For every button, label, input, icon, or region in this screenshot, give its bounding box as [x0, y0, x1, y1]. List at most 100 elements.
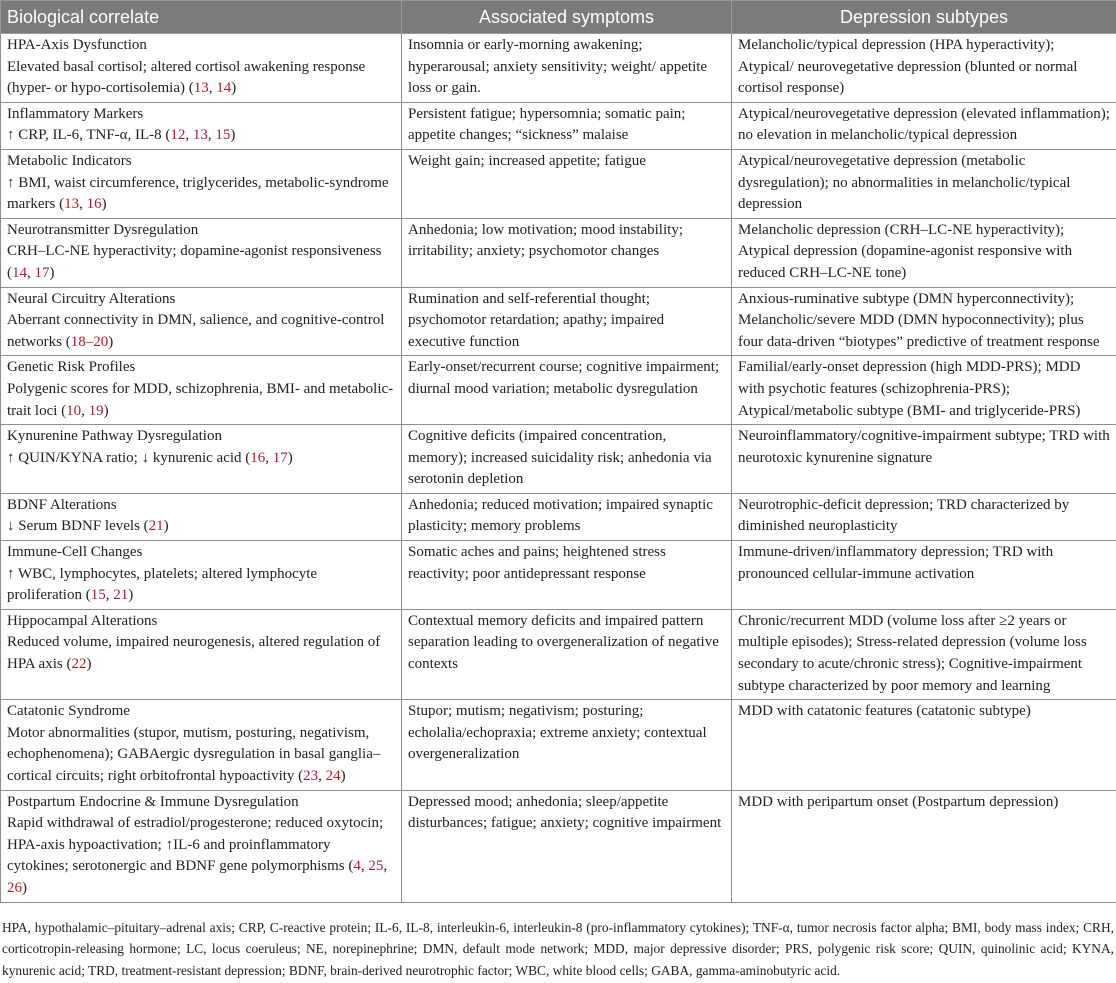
correlate-description: Reduced volume, impaired neurogenesis, a… [7, 634, 381, 673]
correlate-title: Postpartum Endocrine & Immune Dysregulat… [7, 793, 299, 810]
reference-link[interactable]: 13 [192, 127, 208, 144]
reference-link[interactable]: 17 [272, 449, 288, 466]
correlate-description: ↑ BMI, waist circumference, triglyceride… [7, 174, 389, 213]
reference-link[interactable]: 24 [325, 768, 341, 784]
reference-link[interactable]: 25 [368, 858, 384, 875]
subtypes-cell: Melancholic/typical depression (HPA hype… [731, 33, 1116, 103]
biological-correlate-cell: Kynurenine Pathway Dysregulation ↑ QUIN/K… [0, 424, 402, 494]
correlate-title: Inflammatory Markers [7, 105, 144, 122]
table-row: Hippocampal Alterations Reduced volume, i… [0, 608, 1116, 701]
correlates-table: Biological correlate Associated symptoms… [0, 0, 1116, 903]
symptoms-cell: Anhedonia; low motivation; mood instabil… [401, 217, 732, 288]
correlate-title: Immune-Cell Changes [7, 544, 143, 561]
symptoms-cell: Depressed mood; anhedonia; sleep/appetit… [401, 789, 732, 903]
symptoms-cell: Early-onset/recurrent course; cognitive … [401, 355, 732, 426]
correlate-description: Polygenic scores for MDD, schizophrenia,… [7, 380, 394, 419]
reference-link[interactable]: 23 [303, 768, 319, 784]
table-row: Inflammatory Markers ↑ CRP, IL-6, TNF-α, … [0, 101, 1116, 150]
subtypes-cell: Atypical/neurovegetative depression (ele… [731, 101, 1116, 150]
table-row: Postpartum Endocrine & Immune Dysregulat… [0, 789, 1116, 903]
subtypes-cell: Melancholic depression (CRH–LC-NE hypera… [731, 217, 1116, 288]
biological-correlate-cell: Immune-Cell Changes ↑ WBC, lymphocytes, p… [0, 540, 402, 610]
table-row: Neurotransmitter Dysregulation CRH–LC-NE … [0, 217, 1116, 288]
description-text: Polygenic scores for MDD, schizophrenia,… [7, 380, 394, 419]
reference-link[interactable]: 21 [148, 518, 164, 535]
biological-correlate-cell: Metabolic Indicators ↑ BMI, waist circumf… [0, 148, 402, 219]
header-depression-subtypes: Depression subtypes [731, 0, 1116, 34]
description-text: ↑ WBC, lymphocytes, platelets; altered l… [7, 565, 318, 604]
symptoms-cell: Anhedonia; reduced motivation; impaired … [401, 492, 732, 542]
symptoms-cell: Insomnia or early-morning awakening; hyp… [401, 33, 732, 103]
symptoms-cell: Somatic aches and pains; heightened stre… [401, 540, 732, 610]
table-row: Neural Circuitry Alterations Aberrant con… [0, 286, 1116, 357]
correlate-description: Rapid withdrawal of estradiol/progestero… [7, 815, 388, 896]
description-text: Rapid withdrawal of estradiol/progestero… [7, 815, 384, 875]
reference-link[interactable]: 15 [215, 127, 231, 144]
biological-correlate-cell: Inflammatory Markers ↑ CRP, IL-6, TNF-α, … [0, 101, 402, 150]
subtypes-cell: Anxious-ruminative subtype (DMN hypercon… [731, 286, 1116, 357]
subtypes-cell: MDD with peripartum onset (Postpartum de… [731, 789, 1116, 903]
biological-correlate-cell: Genetic Risk Profiles Polygenic scores fo… [0, 355, 402, 426]
reference-link[interactable]: 21 [113, 587, 129, 604]
table-row: BDNF Alterations ↓ Serum BDNF levels (21)… [0, 492, 1116, 542]
symptoms-cell: Rumination and self-referential thought;… [401, 286, 732, 357]
table-header-row: Biological correlate Associated symptoms… [0, 0, 1116, 34]
reference-link[interactable]: 16 [86, 196, 102, 213]
description-text: Reduced volume, impaired neurogenesis, a… [7, 634, 381, 673]
correlate-title: Metabolic Indicators [7, 152, 132, 169]
reference-link[interactable]: 15 [90, 587, 106, 604]
description-text: Elevated basal cortisol; altered cortiso… [7, 58, 366, 97]
correlate-title: Hippocampal Alterations [7, 612, 158, 629]
correlate-title: Neurotransmitter Dysregulation [7, 221, 199, 238]
header-biological-correlate: Biological correlate [0, 0, 402, 34]
subtypes-cell: Atypical/neurovegetative depression (met… [731, 148, 1116, 219]
reference-link[interactable]: 16 [250, 449, 266, 466]
biological-correlate-cell: Neurotransmitter Dysregulation CRH–LC-NE … [0, 217, 402, 288]
table-row: HPA-Axis Dysfunction Elevated basal corti… [0, 33, 1116, 103]
symptoms-cell: Weight gain; increased appetite; fatigue [401, 148, 732, 219]
correlate-description: Aberrant connectivity in DMN, salience, … [7, 312, 385, 350]
description-text: ↑ QUIN/KYNA ratio; ↓ kynurenic acid [7, 449, 242, 466]
symptoms-cell: Contextual memory deficits and impaired … [401, 608, 732, 701]
table-row: Catatonic Syndrome Motor abnormalities (s… [0, 699, 1116, 791]
reference-link[interactable]: 14 [12, 264, 27, 281]
subtypes-cell: Familial/early-onset depression (high MD… [731, 355, 1116, 426]
subtypes-cell: Neuroinflammatory/cognitive-impairment s… [731, 424, 1116, 494]
reference-link[interactable]: 22 [71, 656, 87, 673]
reference-link[interactable]: 14 [216, 80, 232, 97]
biological-correlate-cell: Hippocampal Alterations Reduced volume, i… [0, 608, 402, 701]
subtypes-cell: Chronic/recurrent MDD (volume loss after… [731, 608, 1116, 701]
reference-link[interactable]: 17 [34, 264, 50, 281]
biological-correlate-cell: Catatonic Syndrome Motor abnormalities (s… [0, 699, 402, 791]
correlate-description: CRH–LC-NE hyperactivity; dopamine-agonis… [7, 243, 382, 281]
biological-correlate-cell: BDNF Alterations ↓ Serum BDNF levels (21) [0, 492, 402, 542]
description-text: ↑ CRP, IL-6, TNF-α, IL-8 [7, 127, 162, 144]
correlate-description: ↓ Serum BDNF levels (21) [7, 518, 169, 535]
table-row: Kynurenine Pathway Dysregulation ↑ QUIN/K… [0, 424, 1116, 494]
description-text: CRH–LC-NE hyperactivity; dopamine-agonis… [7, 243, 382, 260]
symptoms-cell: Stupor; mutism; negativism; posturing; e… [401, 699, 732, 791]
reference-link[interactable]: 19 [88, 402, 104, 419]
correlate-description: ↑ QUIN/KYNA ratio; ↓ kynurenic acid (16,… [7, 449, 293, 466]
reference-link[interactable]: 18–20 [70, 333, 109, 350]
reference-link[interactable]: 12 [170, 127, 186, 144]
symptoms-cell: Persistent fatigue; hypersomnia; somatic… [401, 101, 732, 150]
table-row: Genetic Risk Profiles Polygenic scores fo… [0, 355, 1116, 426]
correlate-title: Genetic Risk Profiles [7, 359, 136, 376]
reference-link[interactable]: 13 [64, 196, 80, 213]
biological-correlate-cell: Postpartum Endocrine & Immune Dysregulat… [0, 789, 402, 903]
reference-link[interactable]: 4 [353, 858, 361, 875]
correlate-description: ↑ CRP, IL-6, TNF-α, IL-8 (12, 13, 15) [7, 127, 236, 144]
biological-correlate-cell: Neural Circuitry Alterations Aberrant con… [0, 286, 402, 357]
table-row: Metabolic Indicators ↑ BMI, waist circumf… [0, 148, 1116, 219]
correlate-title: Neural Circuitry Alterations [7, 290, 176, 307]
reference-link[interactable]: 13 [193, 80, 209, 97]
subtypes-cell: Immune-driven/inflammatory depression; T… [731, 540, 1116, 610]
correlate-description: ↑ WBC, lymphocytes, platelets; altered l… [7, 565, 318, 604]
description-text: Aberrant connectivity in DMN, salience, … [7, 312, 385, 350]
reference-link[interactable]: 26 [7, 879, 22, 896]
biological-correlate-cell: HPA-Axis Dysfunction Elevated basal corti… [0, 33, 402, 103]
header-associated-symptoms: Associated symptoms [401, 0, 732, 34]
reference-link[interactable]: 10 [66, 402, 82, 419]
correlate-title: Catatonic Syndrome [7, 703, 130, 720]
